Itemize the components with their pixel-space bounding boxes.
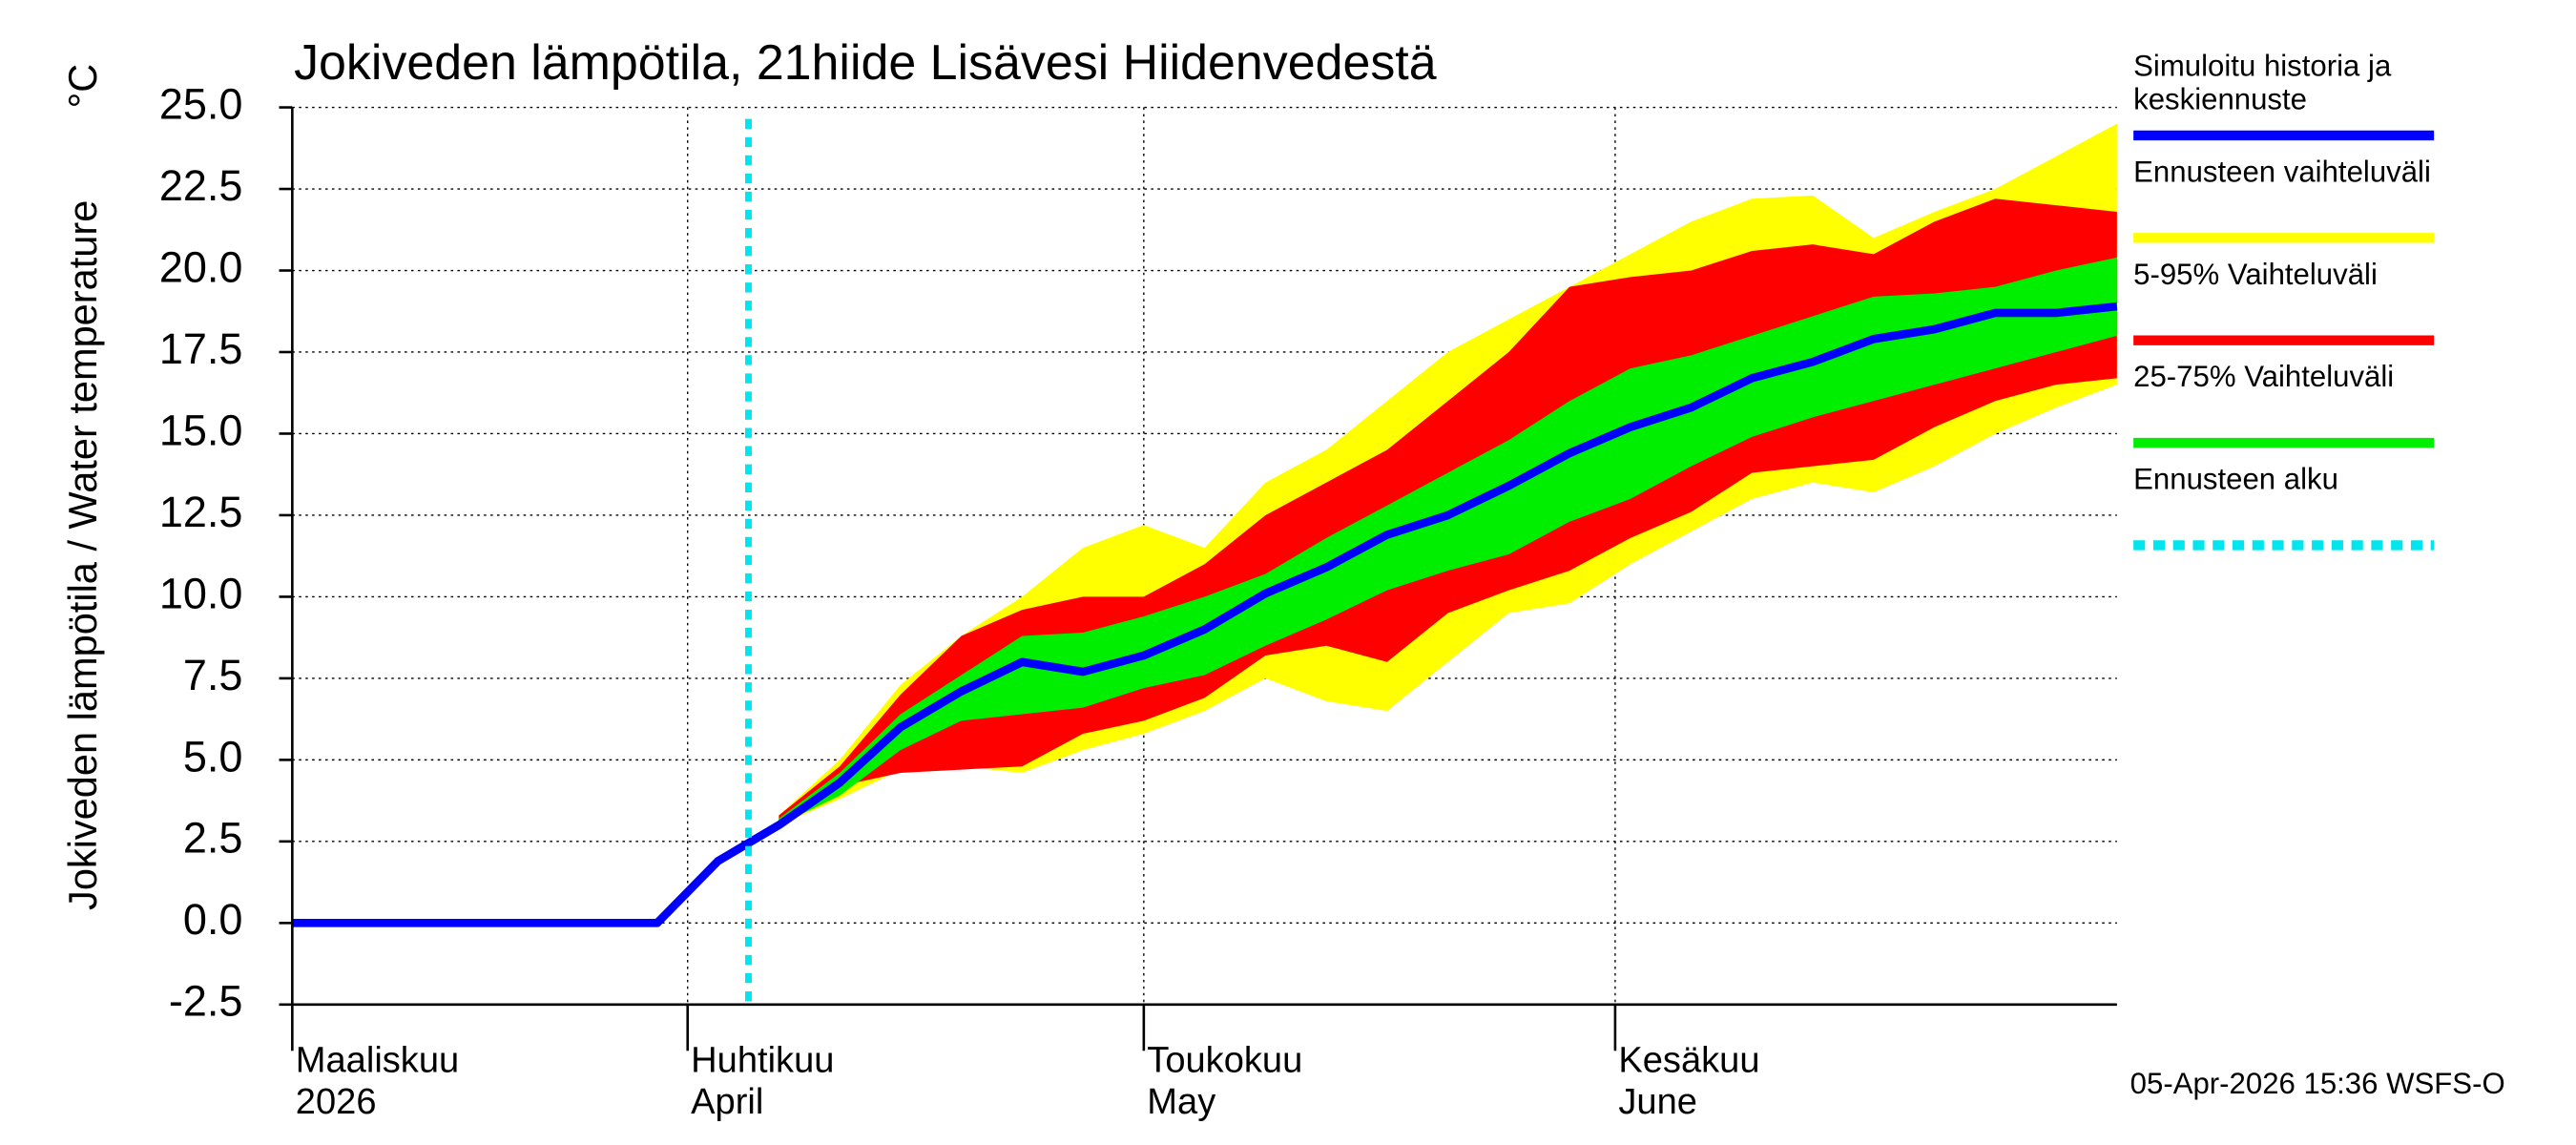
y-tick-label: 5.0: [183, 732, 243, 781]
legend-label: Ennusteen alku: [2133, 462, 2338, 496]
legend-entry: Ennusteen alku: [2133, 462, 2338, 496]
median-line: [292, 302, 2118, 927]
y-tick-label: 2.5: [183, 814, 243, 863]
legend-label: Simuloitu historia ja keskiennuste: [2133, 49, 2392, 116]
x-tick-label: Toukokuu: [1147, 1040, 1302, 1080]
legend-entry: 5-95% Vaihteluväli: [2133, 258, 2378, 291]
x-tick-sublabel: June: [1618, 1082, 1697, 1122]
legend-entry: Simuloitu historia ja keskiennuste: [2133, 49, 2392, 116]
y-tick-label: 0.0: [183, 895, 243, 944]
x-tick-label: Kesäkuu: [1618, 1040, 1759, 1080]
chart-title: Jokiveden lämpötila, 21hiide Lisävesi Hi…: [294, 35, 1437, 91]
y-tick-label: 10.0: [159, 569, 243, 617]
x-tick-label: Maaliskuu: [296, 1040, 459, 1080]
y-tick-label: 17.5: [159, 324, 243, 373]
y-tick-label: 7.5: [183, 651, 243, 699]
x-tick-sublabel: 2026: [296, 1082, 377, 1122]
x-tick-sublabel: April: [691, 1082, 763, 1122]
y-tick-label: 12.5: [159, 488, 243, 536]
y-axis-unit: °C: [60, 64, 105, 109]
band-area: [779, 257, 2117, 825]
y-tick-label: 20.0: [159, 242, 243, 291]
y-tick-label: 22.5: [159, 161, 243, 210]
x-tick-label: Huhtikuu: [691, 1040, 834, 1080]
y-tick-label: 15.0: [159, 406, 243, 454]
y-tick-label: 25.0: [159, 79, 243, 128]
legend-entry: 25-75% Vaihteluväli: [2133, 360, 2395, 394]
legend-entry: Ennusteen vaihteluväli: [2133, 155, 2431, 189]
y-axis-label: Jokiveden lämpötila / Water temperature: [60, 200, 105, 910]
footer: 05-Apr-2026 15:36 WSFS-O: [2130, 1067, 2505, 1100]
legend-label: 25-75% Vaihteluväli: [2133, 360, 2395, 394]
legend-label: Ennusteen vaihteluväli: [2133, 155, 2431, 189]
legend-label: 5-95% Vaihteluväli: [2133, 258, 2378, 291]
y-tick-label: -2.5: [169, 977, 243, 1026]
x-tick-sublabel: May: [1147, 1082, 1215, 1122]
